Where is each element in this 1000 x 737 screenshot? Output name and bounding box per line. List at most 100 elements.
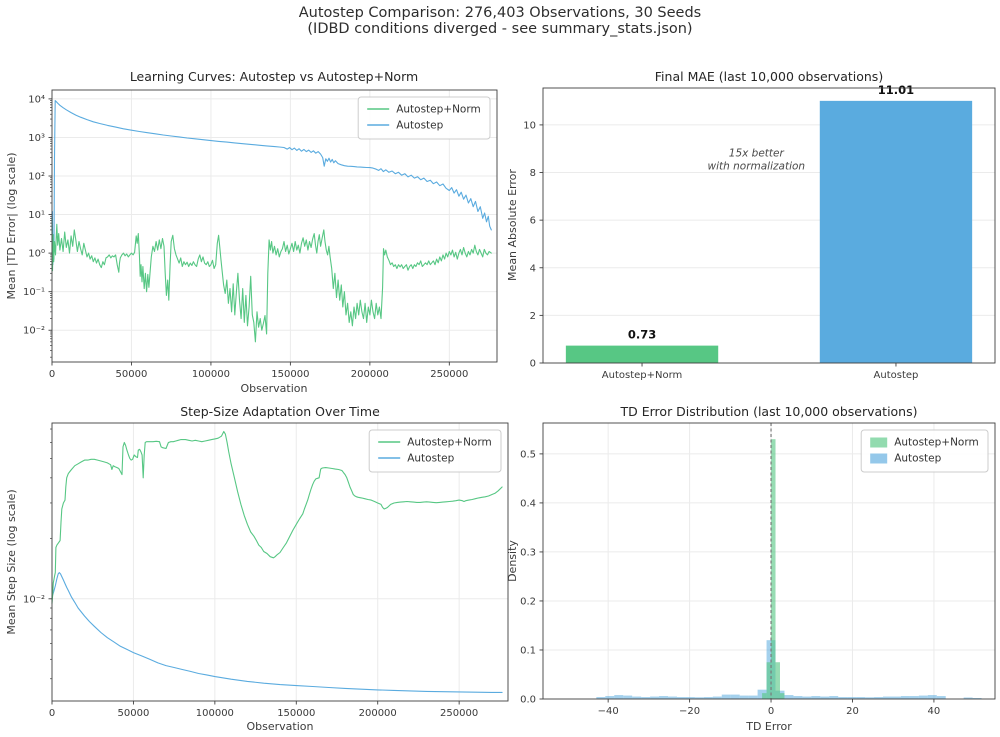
x-tick-label: −20 bbox=[679, 706, 700, 717]
hist-bin bbox=[676, 697, 686, 699]
td_hist-xlabel: TD Error bbox=[745, 720, 792, 733]
hist-bin bbox=[748, 695, 758, 699]
y-tick-label: 2 bbox=[530, 311, 536, 322]
y-tick-label: 0.3 bbox=[520, 547, 536, 558]
x-tick-label: 250000 bbox=[440, 708, 478, 719]
hist-bin bbox=[766, 662, 772, 699]
hist-bin bbox=[793, 696, 803, 699]
x-tick-label: 100000 bbox=[192, 369, 230, 380]
y-tick-label: 0.5 bbox=[520, 449, 536, 460]
x-category-label: Autostep bbox=[874, 370, 919, 381]
learning_curves-chart: 0 50000 100000 150000 200000 250000 10⁻² 10⁻¹ 10… bbox=[5, 69, 498, 395]
y-tick-label: 4 bbox=[530, 263, 536, 274]
learning_curves-ylabel: Mean |TD Error| (log scale) bbox=[5, 152, 18, 299]
x-tick-label: −40 bbox=[598, 706, 619, 717]
x-tick-label: 20 bbox=[846, 706, 859, 717]
legend-box bbox=[368, 429, 502, 473]
hist-bin bbox=[802, 696, 812, 699]
hist-bin bbox=[838, 697, 848, 699]
x-tick-label: 200000 bbox=[359, 708, 397, 719]
y-tick-label: 10¹ bbox=[28, 210, 45, 221]
autostep-bar bbox=[819, 100, 973, 363]
x-tick-label: 100000 bbox=[196, 708, 234, 719]
hist-bin bbox=[847, 697, 857, 699]
hist-bin bbox=[623, 695, 633, 699]
hist-bin bbox=[605, 696, 615, 699]
learning_curves-legend: Autostep+Norm Autostep bbox=[357, 96, 491, 140]
hist-bin bbox=[909, 696, 919, 699]
hist-bin bbox=[632, 696, 642, 699]
legend-label: Autostep+Norm bbox=[407, 437, 492, 449]
step_size-ylabel: Mean Step Size (log scale) bbox=[5, 489, 18, 634]
legend-label: Autostep bbox=[894, 453, 941, 465]
x-tick-label: 200000 bbox=[351, 369, 389, 380]
suptitle-line-1: Autostep Comparison: 276,403 Observation… bbox=[298, 5, 702, 21]
final_mae-ylabel: Mean Absolute Error bbox=[506, 169, 519, 281]
x-tick-label: 50000 bbox=[118, 708, 150, 719]
hist-bin bbox=[779, 693, 785, 699]
legend-box bbox=[357, 96, 491, 140]
legend-label: Autostep bbox=[407, 453, 454, 465]
hist-bin bbox=[703, 697, 713, 699]
final_mae-chart: 0 2 4 6 8 10 0.73 Autostep+Norm 11.01 Autostep 15x… bbox=[506, 69, 996, 381]
autostep-histogram bbox=[596, 640, 982, 699]
legend-label: Autostep+Norm bbox=[396, 104, 481, 116]
final_mae-plot-frame bbox=[542, 87, 996, 364]
hist-bin bbox=[811, 696, 821, 699]
annotation-line: with normalization bbox=[708, 160, 806, 172]
td_hist-legend: Autostep+Norm Autostep bbox=[860, 429, 989, 473]
hist-bin bbox=[874, 697, 884, 699]
td_hist-title: TD Error Distribution (last 10,000 obser… bbox=[620, 404, 918, 419]
hist-bin bbox=[891, 696, 901, 699]
final_mae-title: Final MAE (last 10,000 observations) bbox=[655, 69, 883, 84]
step_size-legend: Autostep+Norm Autostep bbox=[368, 429, 502, 473]
x-category-label: Autostep+Norm bbox=[602, 370, 683, 381]
y-tick-label: 10⁴ bbox=[28, 94, 45, 105]
legend-label: Autostep bbox=[396, 120, 443, 132]
y-tick-label: 10⁰ bbox=[28, 249, 45, 260]
suptitle-line-2: (IDBD conditions diverged - see summary_… bbox=[307, 21, 693, 37]
hist-bin bbox=[685, 697, 695, 699]
hist-bin bbox=[668, 696, 677, 699]
y-tick-label: 0.1 bbox=[520, 645, 536, 656]
x-tick-label: 40 bbox=[928, 706, 941, 717]
hist-bin bbox=[730, 694, 740, 699]
hist-bin bbox=[972, 698, 982, 699]
hist-bin bbox=[614, 695, 624, 699]
autostep-line bbox=[51, 572, 503, 693]
hist-bin bbox=[900, 696, 910, 699]
hist-bin bbox=[820, 696, 830, 699]
y-tick-label: 0.2 bbox=[520, 596, 536, 607]
hist-bin bbox=[694, 697, 704, 699]
y-tick-label: 0.0 bbox=[520, 695, 536, 706]
x-tick-label: 150000 bbox=[271, 369, 309, 380]
td_hist-chart: −40 −20 0 20 40 0.0 0.1 0.2 0.3 0.4 0.5 TD Error Di… bbox=[506, 404, 996, 733]
step_size-ticks: 0 50000 100000 150000 200000 250000 10⁻² bbox=[23, 428, 478, 719]
y-tick-label: 10 bbox=[523, 120, 536, 131]
hist-bin bbox=[927, 695, 937, 699]
hist-bin bbox=[641, 697, 651, 699]
x-tick-label: 0 bbox=[49, 708, 55, 719]
y-tick-label: 10² bbox=[28, 172, 45, 183]
hist-bin bbox=[784, 695, 794, 699]
hist-bin bbox=[829, 696, 839, 699]
learning_curves-xlabel: Observation bbox=[241, 382, 308, 395]
final_mae-ticks: 0 2 4 6 8 10 bbox=[523, 120, 543, 370]
y-tick-label: 8 bbox=[530, 168, 536, 179]
hist-bin bbox=[865, 697, 875, 699]
legend-swatch-blue bbox=[870, 453, 888, 464]
autostep-norm-bar bbox=[565, 345, 719, 363]
hist-bin bbox=[712, 696, 722, 699]
td_hist-plot-frame bbox=[542, 422, 996, 700]
x-tick-label: 0 bbox=[768, 706, 774, 717]
hist-bin bbox=[963, 697, 973, 699]
x-tick-label: 50000 bbox=[116, 369, 148, 380]
legend-label: Autostep+Norm bbox=[894, 437, 979, 449]
learning_curves-ticks: 0 50000 100000 150000 200000 250000 10⁻² 10⁻¹ 10… bbox=[23, 94, 468, 380]
step_size-chart: 0 50000 100000 150000 200000 250000 10⁻² Step-S… bbox=[5, 404, 509, 733]
autostep-norm-histogram bbox=[762, 439, 785, 699]
autostep-norm-line bbox=[51, 217, 492, 343]
td_hist-ticks: −40 −20 0 20 40 0.0 0.1 0.2 0.3 0.4 0.5 bbox=[520, 449, 940, 717]
hist-bin bbox=[856, 697, 866, 699]
legend-box bbox=[860, 429, 989, 473]
